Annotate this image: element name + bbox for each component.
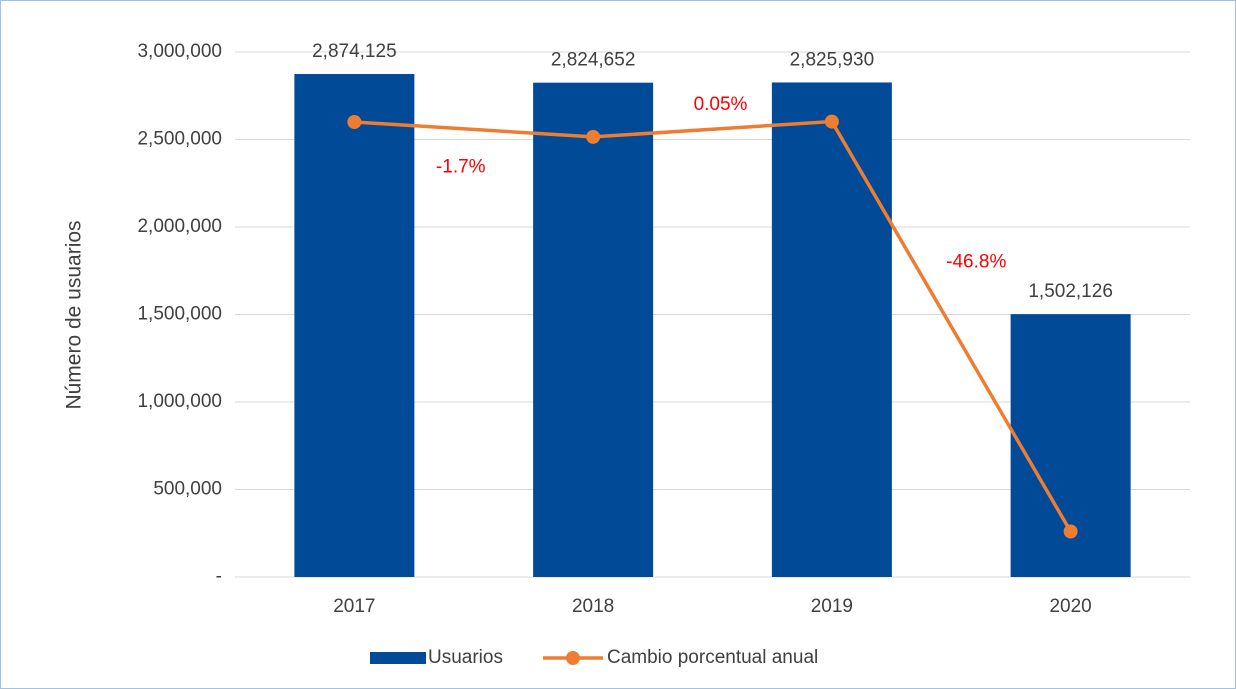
legend-swatch xyxy=(370,652,426,664)
legend-label: Cambio porcentual anual xyxy=(607,647,818,668)
y-tick-label: 500,000 xyxy=(153,479,222,500)
bar xyxy=(294,74,415,577)
legend-label: Usuarios xyxy=(428,647,503,668)
legend-swatch xyxy=(565,651,580,665)
bar xyxy=(533,82,654,577)
line-marker xyxy=(347,115,362,129)
x-tick-label: 2017 xyxy=(333,596,375,617)
x-tick-label: 2018 xyxy=(572,596,614,617)
y-tick-label: 2,500,000 xyxy=(137,129,222,150)
y-tick-label: 1,500,000 xyxy=(137,304,222,325)
bar xyxy=(771,82,892,577)
data-label: 2,824,652 xyxy=(551,50,636,71)
y-tick-label: 3,000,000 xyxy=(137,41,222,62)
data-label: -1.7% xyxy=(436,156,486,177)
data-label: 2,874,125 xyxy=(312,41,397,62)
y-axis-title: Número de usuarios xyxy=(63,220,86,409)
line xyxy=(354,119,1073,533)
y-tick-label: 1,000,000 xyxy=(137,391,222,412)
data-label: -46.8% xyxy=(946,252,1006,273)
line-marker xyxy=(586,129,601,144)
x-tick-label: 2019 xyxy=(811,596,853,617)
line-marker xyxy=(824,114,839,129)
x-tick-label: 2020 xyxy=(1049,596,1091,617)
data-label: 1,502,126 xyxy=(1028,281,1113,302)
y-tick-label: 2,000,000 xyxy=(137,216,222,237)
data-label: 2,825,930 xyxy=(790,49,875,70)
data-label: 0.05% xyxy=(694,94,748,115)
line-marker xyxy=(1063,524,1078,539)
y-tick-label: - xyxy=(216,566,222,587)
